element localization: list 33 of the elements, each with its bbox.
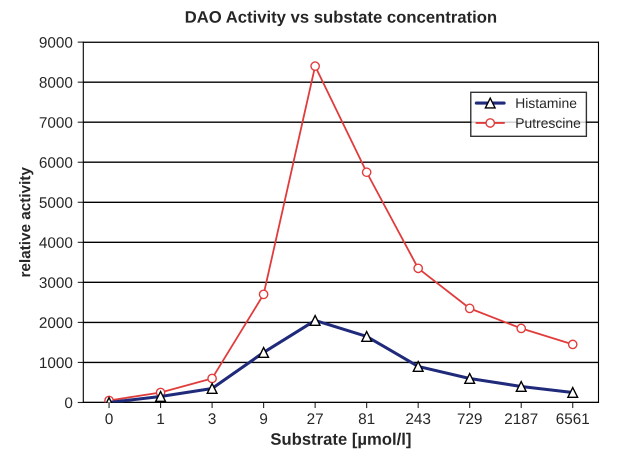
y-tick-label: 1000 [40, 357, 72, 368]
point [310, 61, 320, 72]
x-tick-label: 729 [458, 413, 482, 424]
x-tick-label: 27 [307, 413, 323, 424]
point [568, 340, 578, 350]
y-tick-label: 5000 [40, 197, 72, 208]
legend-label: Histamine [516, 98, 576, 108]
point [516, 324, 526, 334]
y-tick-label: 0 [64, 397, 72, 408]
y-tick-label: 4000 [39, 237, 72, 248]
x-tick-label: 0 [105, 413, 113, 424]
point [413, 263, 424, 274]
x-tick-label: 243 [406, 413, 430, 424]
y-tick-label: 6000 [40, 157, 72, 168]
y-tick-label: 8000 [40, 77, 72, 88]
legend-label: Putrescine [516, 118, 580, 128]
x-tick-label: 6561 [556, 413, 589, 424]
x-tick-label: 81 [358, 413, 374, 424]
y-tick-label: 3000 [39, 277, 72, 288]
x-tick-label: 2187 [504, 413, 538, 424]
x-tick-label: 3 [208, 413, 216, 424]
y-tick-label: 2000 [40, 317, 72, 328]
point [258, 290, 268, 300]
point [464, 304, 475, 314]
x-axis-title: Substrate [µmol/l] [270, 432, 411, 448]
x-tick-label: 9 [260, 413, 268, 424]
point [362, 167, 372, 178]
point [207, 374, 217, 384]
x-tick-label: 1 [157, 413, 164, 424]
chart-title: DAO Activity vs substate concentration [186, 10, 496, 26]
y-tick-label: 9000 [40, 36, 72, 48]
y-axis-title: relative activity [19, 167, 34, 276]
y-tick-label: 7000 [40, 117, 72, 128]
